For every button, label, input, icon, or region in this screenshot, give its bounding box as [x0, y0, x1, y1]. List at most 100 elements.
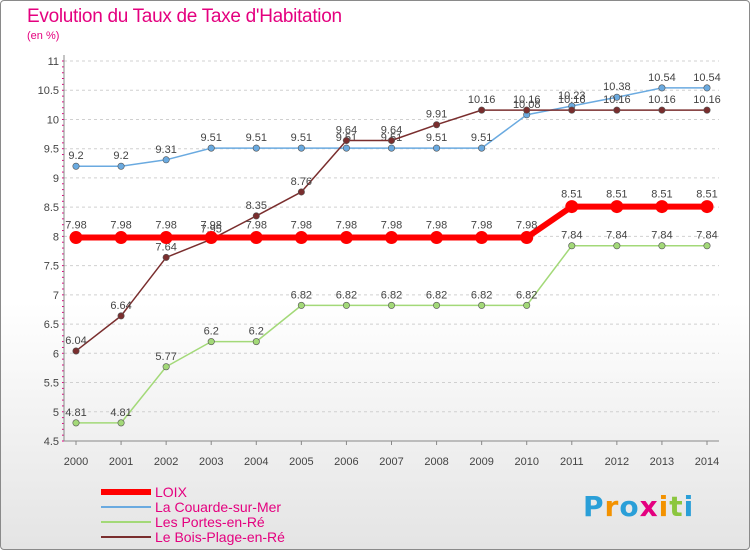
data-point: [294, 231, 308, 245]
data-label: 10.16: [558, 94, 586, 106]
brand-logo: Proxiti: [583, 490, 694, 523]
data-label: 7.84: [696, 230, 717, 242]
y-tick-label: 8.5: [44, 202, 59, 214]
y-tick-label: 7.5: [44, 261, 59, 273]
legend-swatch: [101, 521, 151, 523]
data-point: [610, 200, 624, 214]
data-point: [342, 301, 350, 309]
brand-letter: i: [658, 490, 670, 523]
data-label: 9.31: [155, 144, 176, 156]
data-label: 10.38: [603, 81, 631, 93]
data-point: [658, 84, 666, 92]
y-tick-label: 6: [53, 348, 59, 360]
data-point: [72, 419, 80, 427]
y-tick-label: 9.5: [44, 144, 59, 156]
chart-subtitle: (en %): [27, 30, 60, 42]
legend-label: La Couarde-sur-Mer: [155, 499, 282, 515]
data-point: [297, 301, 305, 309]
data-label: 7.98: [291, 220, 312, 232]
data-point: [207, 338, 215, 346]
data-point: [433, 301, 441, 309]
legend-swatch: [101, 506, 151, 508]
data-label: 7.98: [155, 220, 176, 232]
data-label: 10.16: [693, 94, 721, 106]
data-label: 10.16: [648, 94, 676, 106]
x-tick-label: 2008: [424, 456, 448, 468]
x-tick-label: 2012: [605, 456, 629, 468]
data-point: [249, 231, 263, 245]
data-point: [342, 144, 350, 152]
data-label: 6.82: [516, 289, 537, 301]
data-label: 8.51: [696, 189, 717, 201]
legend-label: Le Bois-Plage-en-Ré: [155, 529, 285, 545]
data-label: 5.77: [155, 351, 176, 363]
data-point: [523, 301, 531, 309]
data-label: 6.82: [426, 289, 447, 301]
legend-label: Les Portes-en-Ré: [155, 514, 265, 530]
legend-swatch: [101, 536, 151, 538]
data-label: 10.16: [468, 94, 496, 106]
data-label: 7.98: [110, 220, 131, 232]
legend-swatch: [101, 489, 151, 495]
data-label: 8.51: [606, 189, 627, 201]
data-label: 9.51: [291, 132, 312, 144]
data-point: [568, 106, 576, 114]
x-tick-label: 2000: [64, 456, 88, 468]
brand-letter: P: [583, 490, 605, 523]
data-point: [297, 188, 305, 196]
data-label: 9.2: [68, 150, 83, 162]
data-point: [565, 200, 579, 214]
data-label: 7.98: [336, 220, 357, 232]
brand-letter: o: [619, 490, 640, 523]
data-label: 7.84: [561, 230, 582, 242]
data-point: [117, 162, 125, 170]
data-label: 9.64: [336, 125, 357, 137]
data-point: [520, 231, 534, 245]
data-label: 6.82: [291, 289, 312, 301]
data-point: [700, 200, 714, 214]
data-point: [655, 200, 669, 214]
data-point: [387, 137, 395, 145]
data-point: [385, 231, 398, 245]
x-tick-label: 2011: [560, 456, 584, 468]
y-tick-label: 7: [53, 290, 59, 302]
data-point: [430, 231, 444, 245]
chart-title: Evolution du Taux de Taxe d'Habitation: [27, 6, 342, 27]
data-label: 8.51: [651, 189, 672, 201]
data-label: 10.23: [558, 90, 586, 102]
x-tick-label: 2006: [334, 456, 358, 468]
data-point: [162, 253, 170, 261]
data-label: 10.16: [513, 94, 541, 106]
data-label: 8.35: [246, 200, 267, 212]
data-point: [613, 242, 621, 250]
data-point: [252, 338, 260, 346]
x-tick-label: 2004: [244, 456, 268, 468]
data-label: 10.16: [603, 94, 631, 106]
data-label: 6.82: [336, 289, 357, 301]
data-point: [523, 106, 531, 114]
series-line-2: [76, 244, 707, 424]
data-point: [117, 312, 125, 320]
data-point: [703, 242, 711, 250]
data-label: 7.95: [201, 223, 222, 235]
data-label: 8.76: [291, 176, 312, 188]
brand-letter: x: [639, 490, 659, 523]
data-point: [387, 144, 395, 152]
data-point: [342, 137, 350, 145]
data-point: [478, 301, 486, 309]
data-point: [475, 231, 489, 245]
data-point: [204, 231, 218, 245]
data-point: [433, 144, 441, 152]
x-tick-label: 2009: [469, 456, 493, 468]
data-label: 7.98: [426, 220, 447, 232]
y-tick-label: 6.5: [44, 319, 59, 331]
data-label: 9.51: [426, 132, 447, 144]
y-tick-label: 5.5: [44, 378, 59, 390]
data-label: 6.04: [65, 335, 86, 347]
data-label: 6.2: [249, 326, 264, 338]
data-point: [387, 301, 395, 309]
data-point: [72, 162, 80, 170]
data-label: 7.98: [516, 220, 537, 232]
